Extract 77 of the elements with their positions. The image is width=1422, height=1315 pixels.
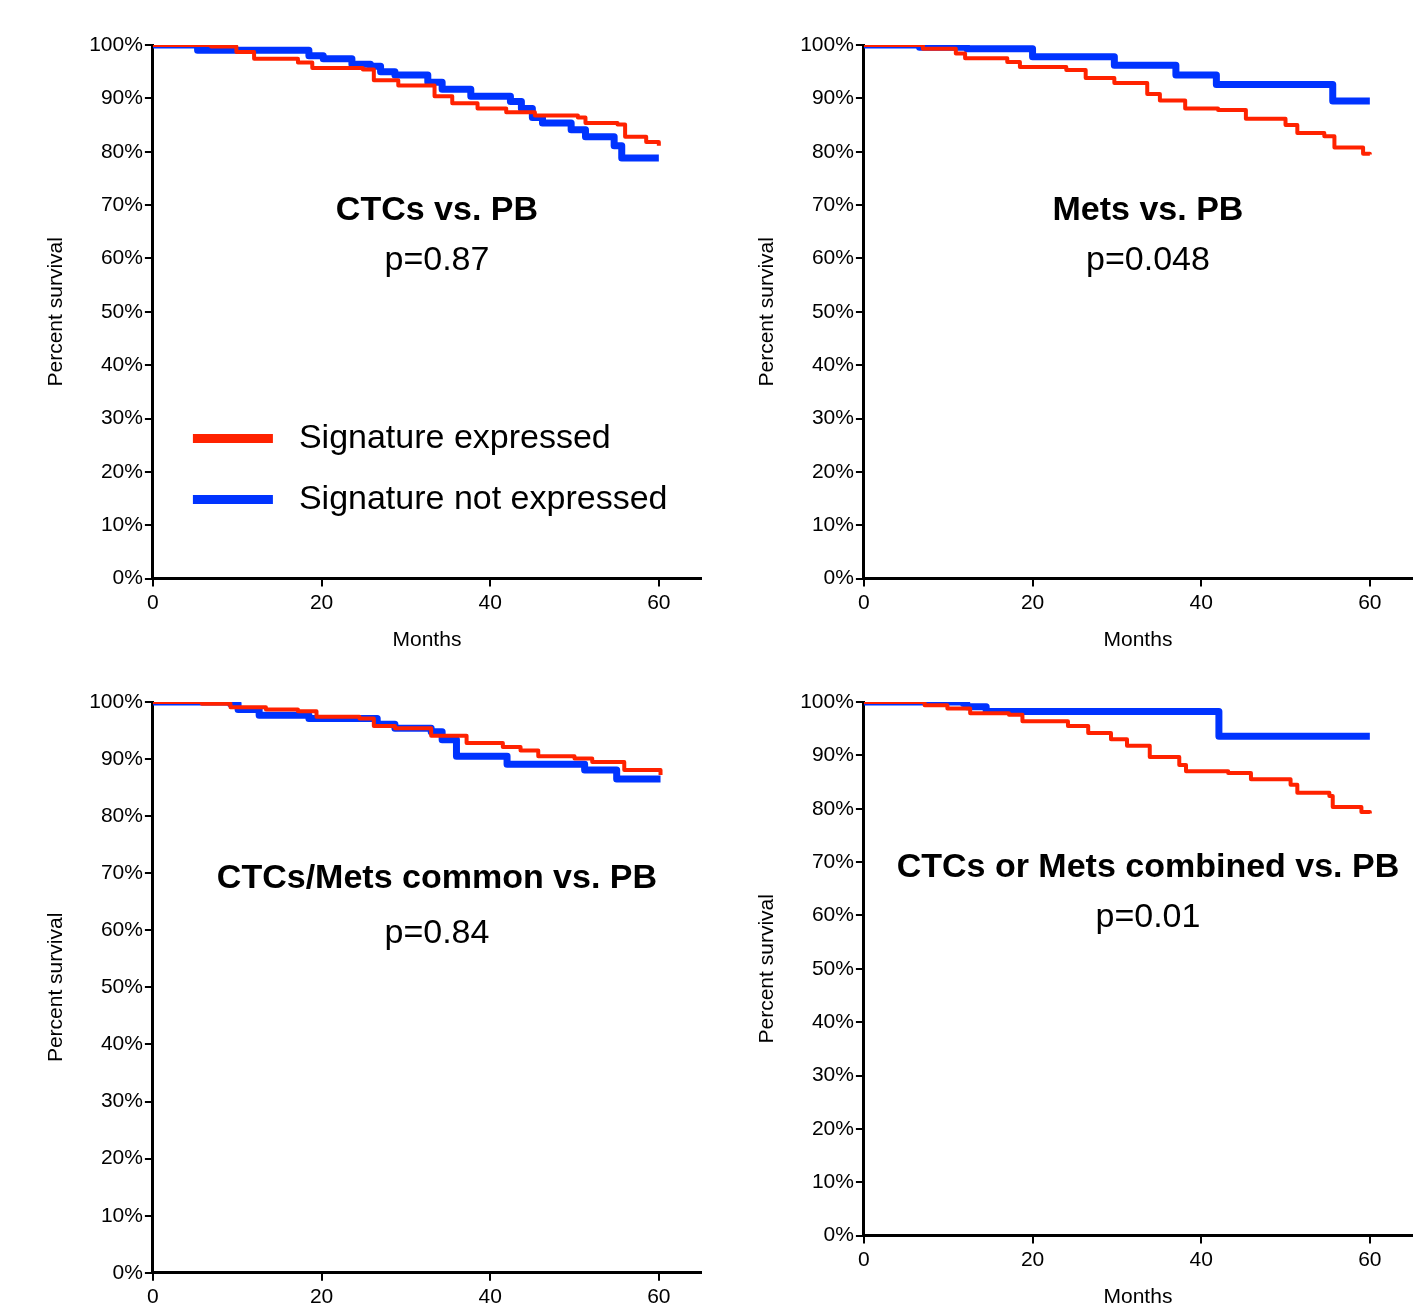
y-tick-label: 100%	[89, 688, 143, 712]
y-tick-label: 60%	[811, 902, 854, 926]
y-tick-label: 0%	[112, 1259, 143, 1283]
y-tick-label: 10%	[811, 1169, 854, 1193]
y-tick-label: 80%	[100, 802, 143, 826]
text: Mets vs. PB	[1052, 188, 1244, 227]
y-tick-label: 50%	[811, 298, 854, 322]
x-tick-label: 20	[309, 1284, 334, 1308]
x-tick-label: 40	[1189, 590, 1213, 613]
x-axis-title: Months	[1103, 1284, 1173, 1308]
x-tick-label: 0	[858, 590, 870, 613]
legend-label: Signature not expressed	[298, 477, 668, 516]
text: CTCs or Mets combined vs. PB	[896, 845, 1400, 884]
x-axis-title: Months	[392, 627, 462, 651]
y-tick-label: 30%	[811, 405, 854, 429]
annotation: p=0.01	[1095, 896, 1201, 935]
x-tick-label: 60	[647, 590, 671, 613]
y-tick-label: 20%	[100, 1145, 143, 1169]
y-axis-title: Percent survival	[754, 237, 778, 387]
y-tick-label: 40%	[811, 351, 854, 375]
x-tick-label: 40	[478, 1284, 502, 1308]
text: CTCs/Mets common vs. PB	[216, 857, 658, 896]
y-tick-label: 60%	[100, 245, 143, 269]
y-tick-label: 90%	[100, 745, 143, 769]
y-tick-label: 0%	[823, 1222, 854, 1246]
y-axis-title: Percent survival	[754, 894, 778, 1044]
y-axis-title: Percent survival	[43, 237, 67, 387]
y-tick-label: 40%	[100, 351, 143, 375]
y-tick-label: 80%	[811, 795, 854, 819]
y-tick-label: 20%	[811, 458, 854, 482]
x-axis-title: Months	[1103, 627, 1173, 651]
x-tick-label: 0	[147, 590, 159, 613]
legend-label: Signature expressed	[298, 416, 611, 455]
y-tick-label: 50%	[100, 974, 143, 998]
y-tick-label: 70%	[100, 860, 143, 884]
y-tick-label: 100%	[800, 688, 854, 712]
y-tick-label: 40%	[811, 1008, 854, 1032]
x-tick-label: 20	[1020, 590, 1045, 613]
y-tick-label: 70%	[100, 191, 143, 215]
y-tick-label: 0%	[823, 565, 854, 589]
y-tick-label: 10%	[100, 512, 143, 536]
y-tick-label: 60%	[811, 245, 854, 269]
y-tick-label: 80%	[811, 138, 854, 162]
y-tick-label: 20%	[811, 1115, 854, 1139]
x-tick-label: 60	[1358, 590, 1382, 613]
x-tick-label: 0	[147, 1284, 159, 1308]
x-tick-label: 40	[1189, 1247, 1213, 1270]
annotation: p=0.048	[1086, 239, 1210, 278]
y-tick-label: 70%	[811, 191, 854, 215]
y-tick-label: 100%	[800, 31, 854, 55]
y-axis-title: Percent survival	[43, 912, 67, 1063]
y-tick-label: 0%	[112, 565, 143, 589]
x-tick-label: 20	[1020, 1247, 1045, 1270]
y-tick-label: 90%	[811, 85, 854, 109]
y-tick-label: 10%	[100, 1202, 143, 1226]
annotation: p=0.84	[384, 911, 490, 950]
y-tick-label: 60%	[100, 917, 143, 941]
x-tick-label: 60	[647, 1284, 671, 1308]
y-tick-label: 80%	[100, 138, 143, 162]
annotation: p=0.87	[384, 239, 490, 278]
y-tick-label: 30%	[100, 1088, 143, 1112]
y-tick-label: 10%	[811, 512, 854, 536]
x-tick-label: 20	[309, 590, 334, 613]
y-tick-label: 30%	[100, 405, 143, 429]
y-tick-label: 90%	[100, 85, 143, 109]
x-tick-label: 0	[858, 1247, 870, 1270]
y-tick-label: 20%	[100, 458, 143, 482]
y-tick-label: 40%	[100, 1031, 143, 1055]
x-tick-label: 40	[478, 590, 502, 613]
text: CTCs vs. PB	[335, 188, 539, 227]
y-tick-label: 30%	[811, 1062, 854, 1086]
y-tick-label: 90%	[811, 742, 854, 766]
x-tick-label: 60	[1358, 1247, 1382, 1270]
y-tick-label: 100%	[89, 31, 143, 55]
y-tick-label: 50%	[100, 298, 143, 322]
y-tick-label: 50%	[811, 955, 854, 979]
y-tick-label: 70%	[811, 848, 854, 872]
